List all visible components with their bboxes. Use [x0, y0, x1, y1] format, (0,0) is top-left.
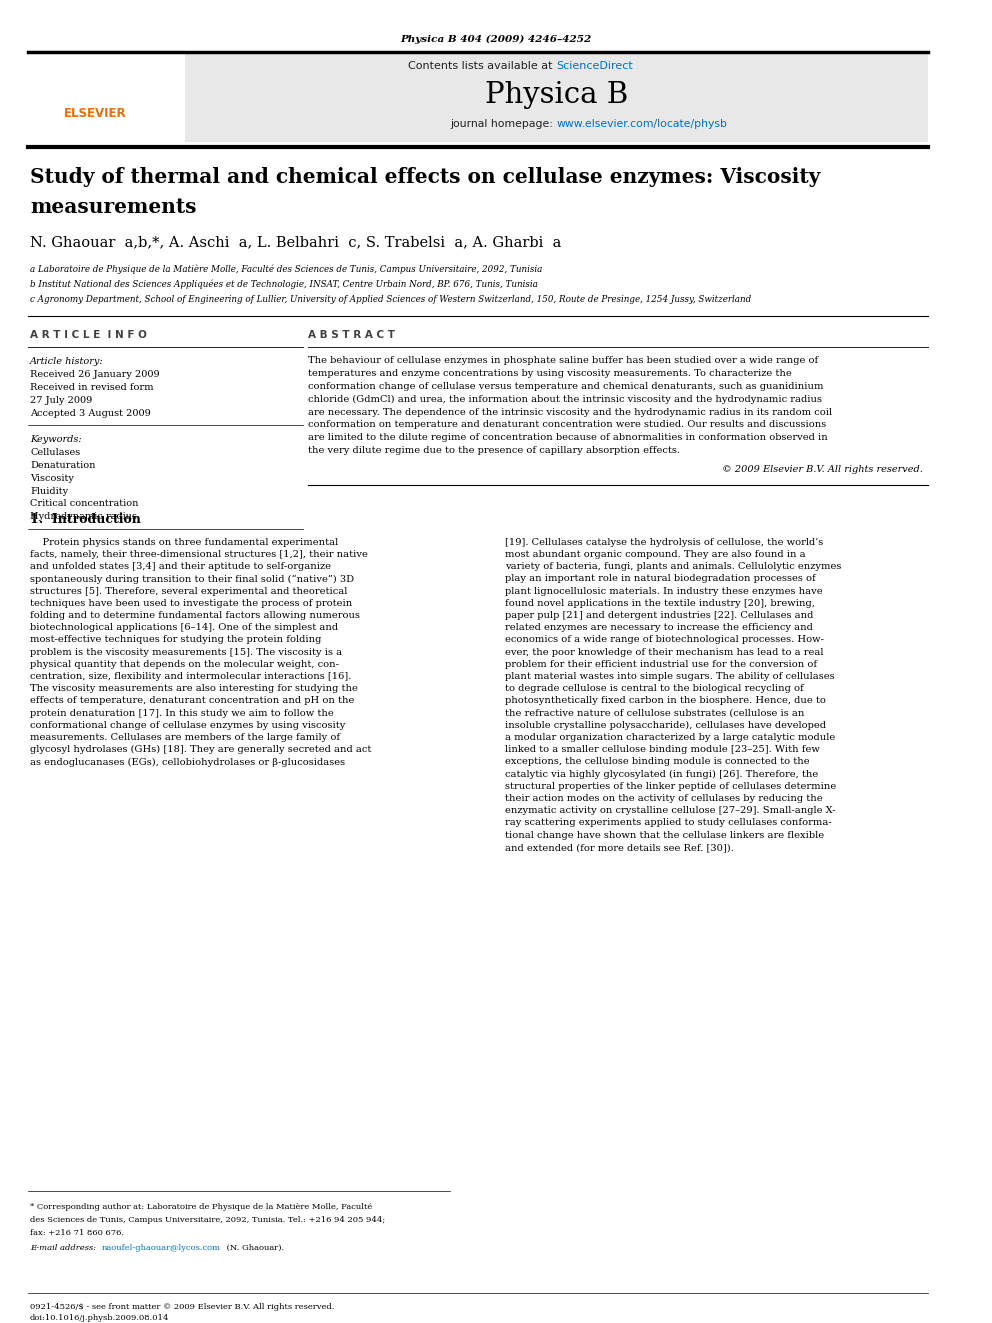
Text: measurements. Cellulases are members of the large family of: measurements. Cellulases are members of … [30, 733, 340, 742]
Text: Keywords:: Keywords: [30, 435, 81, 445]
Text: * Corresponding author at: Laboratoire de Physique de la Matière Molle, Faculté: * Corresponding author at: Laboratoire d… [30, 1203, 372, 1211]
Text: measurements: measurements [30, 197, 196, 217]
Text: found novel applications in the textile industry [20], brewing,: found novel applications in the textile … [505, 599, 814, 607]
Text: structural properties of the linker peptide of cellulases determine: structural properties of the linker pept… [505, 782, 836, 791]
Text: Fluidity: Fluidity [30, 487, 68, 496]
Text: most abundant organic compound. They are also found in a: most abundant organic compound. They are… [505, 550, 806, 560]
Text: conformational change of cellulase enzymes by using viscosity: conformational change of cellulase enzym… [30, 721, 345, 730]
Text: the very dilute regime due to the presence of capillary absorption effects.: the very dilute regime due to the presen… [308, 446, 680, 455]
Text: folding and to determine fundamental factors allowing numerous: folding and to determine fundamental fac… [30, 611, 360, 620]
Text: doi:10.1016/j.physb.2009.08.014: doi:10.1016/j.physb.2009.08.014 [30, 1314, 170, 1322]
Text: Article history:: Article history: [30, 357, 103, 366]
Text: photosynthetically fixed carbon in the biosphere. Hence, due to: photosynthetically fixed carbon in the b… [505, 696, 826, 705]
Text: glycosyl hydrolases (GHs) [18]. They are generally secreted and act: glycosyl hydrolases (GHs) [18]. They are… [30, 745, 371, 754]
Text: Cellulases: Cellulases [30, 448, 80, 458]
Text: temperatures and enzyme concentrations by using viscosity measurements. To chara: temperatures and enzyme concentrations b… [308, 369, 792, 378]
Text: are limited to the dilute regime of concentration because of abnormalities in co: are limited to the dilute regime of conc… [308, 433, 827, 442]
Text: biotechnological applications [6–14]. One of the simplest and: biotechnological applications [6–14]. On… [30, 623, 338, 632]
Text: related enzymes are necessary to increase the efficiency and: related enzymes are necessary to increas… [505, 623, 812, 632]
Text: 0921-4526/$ - see front matter © 2009 Elsevier B.V. All rights reserved.: 0921-4526/$ - see front matter © 2009 El… [30, 1303, 334, 1311]
Text: as endoglucanases (EGs), cellobiohydrolases or β-glucosidases: as endoglucanases (EGs), cellobiohydrola… [30, 757, 345, 766]
Text: Physica B 404 (2009) 4246–4252: Physica B 404 (2009) 4246–4252 [401, 34, 591, 44]
Text: des Sciences de Tunis, Campus Universitaire, 2092, Tunisia. Tel.: +216 94 205 94: des Sciences de Tunis, Campus Universita… [30, 1216, 385, 1224]
Text: ELSEVIER: ELSEVIER [63, 107, 126, 120]
Text: spontaneously during transition to their final solid (“native”) 3D: spontaneously during transition to their… [30, 574, 354, 583]
Text: 27 July 2009: 27 July 2009 [30, 396, 92, 405]
Text: to degrade cellulose is central to the biological recycling of: to degrade cellulose is central to the b… [505, 684, 804, 693]
Text: a Laboratoire de Physique de la Matière Molle, Faculté des Sciences de Tunis, Ca: a Laboratoire de Physique de la Matière … [30, 265, 543, 274]
Text: paper pulp [21] and detergent industries [22]. Cellulases and: paper pulp [21] and detergent industries… [505, 611, 813, 620]
Text: Contents lists available at: Contents lists available at [409, 61, 557, 71]
Text: conformation on temperature and denaturant concentration were studied. Our resul: conformation on temperature and denatura… [308, 421, 826, 430]
Text: physical quantity that depends on the molecular weight, con-: physical quantity that depends on the mo… [30, 660, 339, 669]
Text: Study of thermal and chemical effects on cellulase enzymes: Viscosity: Study of thermal and chemical effects on… [30, 167, 820, 187]
Text: economics of a wide range of biotechnological processes. How-: economics of a wide range of biotechnolo… [505, 635, 824, 644]
Text: conformation change of cellulase versus temperature and chemical denaturants, su: conformation change of cellulase versus … [308, 382, 823, 392]
Text: ScienceDirect: ScienceDirect [557, 61, 633, 71]
Text: catalytic via highly glycosylated (in fungi) [26]. Therefore, the: catalytic via highly glycosylated (in fu… [505, 770, 818, 779]
Text: journal homepage:: journal homepage: [450, 119, 557, 130]
Text: protein denaturation [17]. In this study we aim to follow the: protein denaturation [17]. In this study… [30, 709, 333, 717]
Text: facts, namely, their three-dimensional structures [1,2], their native: facts, namely, their three-dimensional s… [30, 550, 368, 560]
Text: The behaviour of cellulase enzymes in phosphate saline buffer has been studied o: The behaviour of cellulase enzymes in ph… [308, 356, 818, 365]
Text: tional change have shown that the cellulase linkers are flexible: tional change have shown that the cellul… [505, 831, 824, 840]
Text: chloride (GdmCl) and urea, the information about the intrinsic viscosity and the: chloride (GdmCl) and urea, the informati… [308, 394, 822, 404]
Text: and extended (for more details see Ref. [30]).: and extended (for more details see Ref. … [505, 843, 734, 852]
Text: linked to a smaller cellulose binding module [23–25]. With few: linked to a smaller cellulose binding mo… [505, 745, 819, 754]
Text: effects of temperature, denaturant concentration and pH on the: effects of temperature, denaturant conce… [30, 696, 354, 705]
Text: The viscosity measurements are also interesting for studying the: The viscosity measurements are also inte… [30, 684, 358, 693]
Text: Received 26 January 2009: Received 26 January 2009 [30, 370, 160, 380]
Text: © 2009 Elsevier B.V. All rights reserved.: © 2009 Elsevier B.V. All rights reserved… [722, 464, 923, 474]
Text: A B S T R A C T: A B S T R A C T [308, 331, 395, 340]
Text: their action modes on the activity of cellulases by reducing the: their action modes on the activity of ce… [505, 794, 822, 803]
Text: and unfolded states [3,4] and their aptitude to self-organize: and unfolded states [3,4] and their apti… [30, 562, 331, 572]
Text: Protein physics stands on three fundamental experimental: Protein physics stands on three fundamen… [30, 538, 338, 546]
Text: exceptions, the cellulose binding module is connected to the: exceptions, the cellulose binding module… [505, 757, 809, 766]
Text: play an important role in natural biodegradation processes of: play an important role in natural biodeg… [505, 574, 815, 583]
Text: techniques have been used to investigate the process of protein: techniques have been used to investigate… [30, 599, 352, 607]
Text: variety of bacteria, fungi, plants and animals. Cellulolytic enzymes: variety of bacteria, fungi, plants and a… [505, 562, 841, 572]
Text: b Institut National des Sciences Appliquées et de Technologie, INSAT, Centre Urb: b Institut National des Sciences Appliqu… [30, 279, 538, 290]
Text: Viscosity: Viscosity [30, 474, 73, 483]
Text: www.elsevier.com/locate/physb: www.elsevier.com/locate/physb [557, 119, 727, 130]
Text: insoluble crystalline polysaccharide), cellulases have developed: insoluble crystalline polysaccharide), c… [505, 721, 826, 730]
Text: a modular organization characterized by a large catalytic module: a modular organization characterized by … [505, 733, 835, 742]
Text: most-effective techniques for studying the protein folding: most-effective techniques for studying t… [30, 635, 321, 644]
Text: ray scattering experiments applied to study cellulases conforma-: ray scattering experiments applied to st… [505, 819, 831, 827]
Text: fax: +216 71 860 676.: fax: +216 71 860 676. [30, 1229, 124, 1237]
Text: the refractive nature of cellulose substrates (cellulose is an: the refractive nature of cellulose subst… [505, 709, 805, 717]
Text: naoufel-ghaouar@lycos.com: naoufel-ghaouar@lycos.com [102, 1244, 221, 1252]
Text: Received in revised form: Received in revised form [30, 382, 154, 392]
Text: are necessary. The dependence of the intrinsic viscosity and the hydrodynamic ra: are necessary. The dependence of the int… [308, 407, 832, 417]
Text: Denaturation: Denaturation [30, 460, 95, 470]
Text: ever, the poor knowledge of their mechanism has lead to a real: ever, the poor knowledge of their mechan… [505, 647, 823, 656]
Text: enzymatic activity on crystalline cellulose [27–29]. Small-angle X-: enzymatic activity on crystalline cellul… [505, 806, 835, 815]
Text: A R T I C L E  I N F O: A R T I C L E I N F O [30, 331, 147, 340]
Text: Accepted 3 August 2009: Accepted 3 August 2009 [30, 409, 151, 418]
Text: Physica B: Physica B [485, 81, 628, 108]
Text: N. Ghaouar  a,b,*, A. Aschi  a, L. Belbahri  c, S. Trabelsi  a, A. Gharbi  a: N. Ghaouar a,b,*, A. Aschi a, L. Belbahr… [30, 235, 561, 249]
Text: E-mail address:: E-mail address: [30, 1244, 99, 1252]
Text: c Agronomy Department, School of Engineering of Lullier, University of Applied S: c Agronomy Department, School of Enginee… [30, 295, 751, 303]
Text: plant lignocellulosic materials. In industry these enzymes have: plant lignocellulosic materials. In indu… [505, 586, 822, 595]
Text: [19]. Cellulases catalyse the hydrolysis of cellulose, the world’s: [19]. Cellulases catalyse the hydrolysis… [505, 538, 823, 546]
Text: Hydrodynamic radius: Hydrodynamic radius [30, 512, 137, 521]
Text: (N. Ghaouar).: (N. Ghaouar). [224, 1244, 284, 1252]
Text: problem for their efficient industrial use for the conversion of: problem for their efficient industrial u… [505, 660, 817, 669]
Text: plant material wastes into simple sugars. The ability of cellulases: plant material wastes into simple sugars… [505, 672, 834, 681]
Text: problem is the viscosity measurements [15]. The viscosity is a: problem is the viscosity measurements [1… [30, 647, 342, 656]
FancyBboxPatch shape [185, 52, 928, 142]
Text: structures [5]. Therefore, several experimental and theoretical: structures [5]. Therefore, several exper… [30, 586, 347, 595]
Text: centration, size, flexibility and intermolecular interactions [16].: centration, size, flexibility and interm… [30, 672, 351, 681]
Text: Critical concentration: Critical concentration [30, 499, 138, 508]
Text: 1.  Introduction: 1. Introduction [30, 513, 141, 525]
